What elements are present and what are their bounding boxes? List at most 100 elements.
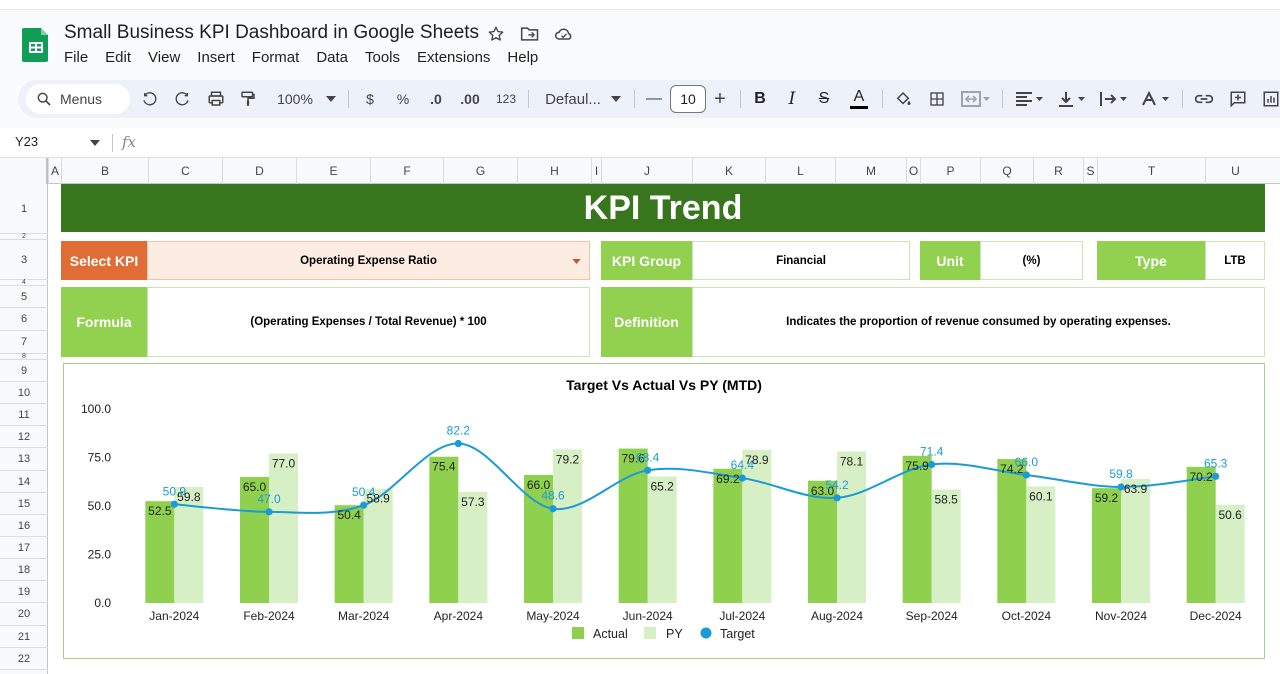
row-header-10[interactable]: 10 [0, 382, 48, 404]
font-size-input[interactable]: 10 [670, 85, 706, 113]
insert-link-icon[interactable] [1192, 80, 1216, 118]
star-icon[interactable] [486, 24, 506, 44]
borders-icon[interactable] [926, 80, 948, 118]
horizontal-align-icon[interactable] [1012, 80, 1048, 118]
kpi-trend-banner: KPI Trend [61, 184, 1265, 232]
select-kpi-dropdown[interactable]: Operating Expense Ratio [147, 241, 590, 280]
actual-data-label: 59.2 [1095, 491, 1119, 505]
strikethrough-button[interactable]: S [818, 90, 830, 107]
row-header-3[interactable]: 3 [0, 240, 48, 280]
row-header-18[interactable]: 18 [0, 559, 48, 581]
menu-insert[interactable]: Insert [197, 49, 235, 66]
menu-format[interactable]: Format [251, 49, 300, 66]
column-header-l[interactable]: L [765, 158, 835, 184]
row-header-4[interactable]: 4 [0, 279, 48, 286]
undo-icon[interactable] [138, 80, 162, 118]
column-header-t[interactable]: T [1097, 158, 1205, 184]
row-header-9[interactable]: 9 [0, 360, 48, 382]
sheets-logo-icon[interactable] [22, 26, 50, 62]
percent-format-button[interactable]: % [396, 91, 410, 107]
menu-help[interactable]: Help [507, 49, 539, 66]
row-header-2[interactable]: 2 [0, 233, 48, 240]
py-data-label: 58.9 [366, 492, 390, 506]
font-family-select[interactable]: Defaul... [545, 90, 601, 108]
insert-comment-icon[interactable] [1226, 80, 1250, 118]
font-dropdown-icon[interactable] [608, 80, 624, 118]
increase-font-size-button[interactable]: + [714, 87, 726, 110]
target-point [549, 505, 557, 513]
row-header-1[interactable]: 1 [0, 184, 48, 234]
zoom-select[interactable]: 100% [277, 91, 313, 107]
row-header-19[interactable]: 19 [0, 581, 48, 603]
insert-chart-icon[interactable] [1260, 80, 1280, 118]
menu-view[interactable]: View [148, 49, 181, 66]
paint-format-icon[interactable] [236, 80, 260, 118]
name-box[interactable]: Y23 [15, 134, 39, 149]
row-header-12[interactable]: 12 [0, 426, 48, 448]
cloud-status-icon[interactable] [554, 24, 574, 44]
row-header-17[interactable]: 17 [0, 537, 48, 559]
currency-format-button[interactable]: $ [366, 91, 374, 107]
column-header-r[interactable]: R [1033, 158, 1083, 184]
redo-icon[interactable] [170, 80, 194, 118]
column-header-a[interactable]: A [48, 158, 61, 184]
column-header-s[interactable]: S [1083, 158, 1097, 184]
decrease-font-size-button[interactable]: — [646, 90, 662, 107]
dropdown-arrow-icon[interactable] [572, 259, 581, 264]
fill-color-icon[interactable] [892, 80, 914, 118]
column-header-k[interactable]: K [692, 158, 765, 184]
row-header-22[interactable]: 22 [0, 648, 48, 670]
vertical-align-icon[interactable] [1054, 80, 1090, 118]
number-format-button[interactable]: 123 [495, 92, 517, 106]
zoom-dropdown-icon[interactable] [323, 80, 339, 118]
row-header-8[interactable]: 8 [0, 353, 48, 360]
x-tick-label: Oct-2024 [1002, 609, 1052, 623]
increase-decimal-button[interactable]: .00 [460, 91, 480, 107]
decrease-decimal-button[interactable]: .0 [430, 91, 442, 107]
menu-file[interactable]: File [64, 49, 89, 66]
move-folder-icon[interactable] [520, 24, 540, 44]
name-box-dropdown-icon[interactable] [90, 140, 100, 146]
row-header-7[interactable]: 7 [0, 331, 48, 354]
column-header-i[interactable]: I [591, 158, 601, 184]
column-header-m[interactable]: M [835, 158, 906, 184]
print-icon[interactable] [204, 80, 228, 118]
column-header-d[interactable]: D [222, 158, 296, 184]
text-color-button[interactable]: A [848, 80, 870, 118]
row-header-20[interactable]: 20 [0, 603, 48, 626]
row-header-21[interactable]: 21 [0, 626, 48, 648]
text-wrapping-icon[interactable] [1096, 80, 1132, 118]
column-header-q[interactable]: Q [980, 158, 1033, 184]
column-header-h[interactable]: H [517, 158, 591, 184]
column-header-o[interactable]: O [906, 158, 920, 184]
column-header-p[interactable]: P [920, 158, 980, 184]
column-header-g[interactable]: G [443, 158, 517, 184]
text-rotation-icon[interactable] [1138, 80, 1174, 118]
row-header-15[interactable]: 15 [0, 493, 48, 515]
column-header-c[interactable]: C [148, 158, 222, 184]
menu-extensions[interactable]: Extensions [417, 49, 491, 66]
column-header-b[interactable]: B [61, 158, 148, 184]
row-header-16[interactable]: 16 [0, 515, 48, 537]
formula-input[interactable] [150, 132, 1270, 154]
bold-button[interactable]: B [754, 90, 766, 107]
target-data-label: 65.3 [1204, 456, 1228, 470]
row-header-11[interactable]: 11 [0, 404, 48, 426]
menu-data[interactable]: Data [316, 49, 348, 66]
row-header-6[interactable]: 6 [0, 308, 48, 331]
column-header-e[interactable]: E [296, 158, 370, 184]
row-header-5[interactable]: 5 [0, 286, 48, 308]
target-vs-actual-chart[interactable]: Target Vs Actual Vs PY (MTD) 100.0 75.0 50.… [63, 363, 1265, 659]
column-header-u[interactable]: U [1205, 158, 1265, 184]
select-all-corner[interactable] [0, 158, 48, 184]
row-header-13[interactable]: 13 [0, 448, 48, 471]
menu-edit[interactable]: Edit [105, 49, 132, 66]
column-header-f[interactable]: F [370, 158, 443, 184]
menu-tools[interactable]: Tools [365, 49, 401, 66]
search-menus-input[interactable]: Menus [26, 84, 130, 114]
column-header-j[interactable]: J [601, 158, 692, 184]
italic-button[interactable]: I [788, 89, 796, 109]
merge-cells-icon[interactable] [958, 80, 994, 118]
document-title[interactable]: Small Business KPI Dashboard in Google S… [64, 22, 480, 43]
row-header-14[interactable]: 14 [0, 471, 48, 493]
